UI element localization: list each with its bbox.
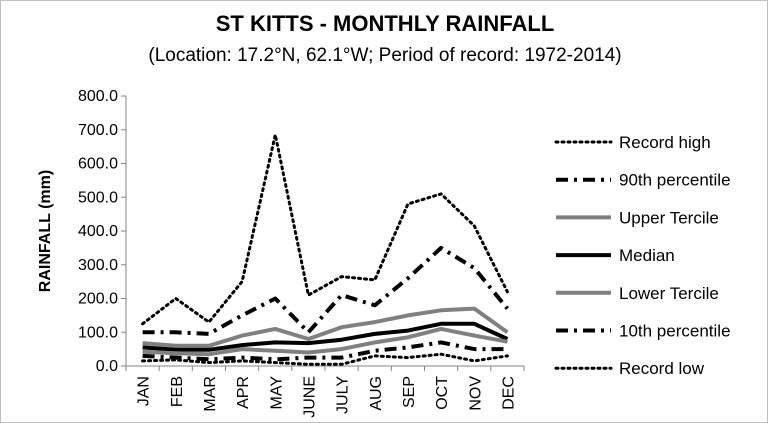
y-tick-label: 800.0 (78, 88, 118, 105)
y-tick-label: 700.0 (78, 122, 118, 139)
x-tick-label: FEB (169, 376, 186, 407)
x-tick-label: MAR (202, 376, 219, 412)
chart-title: ST KITTS - MONTHLY RAINFALL (216, 11, 555, 36)
axes: 0.0 100.0 200.0 300.0 400.0 500.0 600.0 700.0 80… (78, 88, 525, 418)
legend-label: 90th percentile (619, 171, 731, 190)
x-tick-label: JULY (335, 376, 352, 414)
x-tick-label: DEC (500, 376, 517, 410)
x-tick-label: SEP (401, 376, 418, 408)
chart-subtitle: (Location: 17.2°N, 62.1°W; Period of rec… (148, 45, 621, 66)
y-tick-label: 600.0 (78, 156, 118, 173)
x-tick-label: AUG (368, 376, 385, 411)
legend-label: 10th percentile (619, 322, 731, 341)
x-tick-label: APR (235, 376, 252, 409)
series-line-90th-percentile (142, 245, 509, 336)
series-line-record-high (141, 133, 509, 326)
series-line-lower-tercile (142, 326, 508, 357)
y-tick-label: 200.0 (78, 291, 118, 308)
y-tick-label: 0.0 (96, 358, 118, 375)
x-tick-label: MAY (268, 376, 285, 410)
series-lines (141, 133, 509, 366)
legend-label: Upper Tercile (619, 208, 719, 227)
y-axis-label: RAINFALL (mm) (37, 170, 54, 292)
series-line-median (142, 321, 509, 352)
x-tick-label: JUNE (301, 376, 318, 418)
series-line-upper-tercile (142, 306, 509, 348)
y-tick-label: 300.0 (78, 257, 118, 274)
legend-label: Record low (619, 359, 705, 378)
legend-label: Record high (619, 133, 711, 152)
y-tick-label: 100.0 (78, 324, 118, 341)
legend-label: Median (619, 246, 675, 265)
y-tick-label: 500.0 (78, 189, 118, 206)
x-tick-label: OCT (434, 376, 451, 410)
y-tick-label: 400.0 (78, 223, 118, 240)
x-tick-label: JAN (136, 376, 153, 406)
legend-label: Lower Tercile (619, 284, 719, 303)
legend: Record high 90th percentile Upper Tercile M… (554, 133, 731, 378)
series-line-10th-percentile (142, 340, 508, 362)
series-line-record-low (141, 352, 509, 366)
x-tick-label: NOV (467, 376, 484, 411)
